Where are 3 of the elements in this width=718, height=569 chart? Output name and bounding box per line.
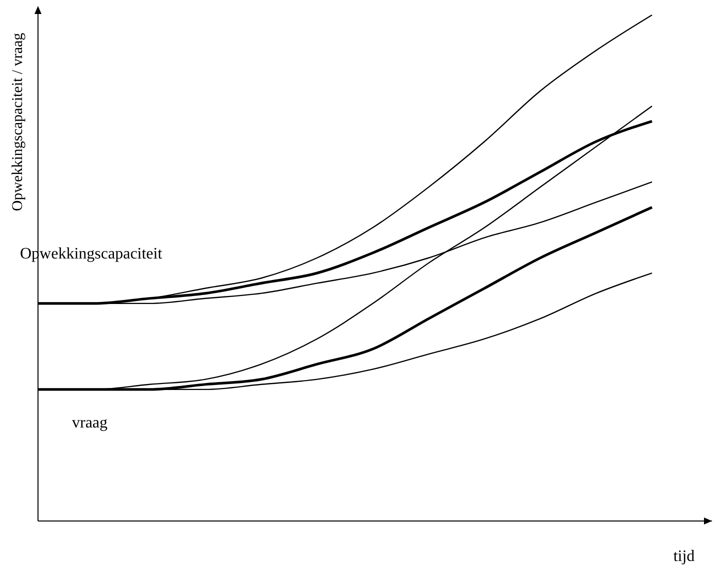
y-axis-title: Opwekkingscapaciteit / vraag (10, 32, 26, 212)
x-axis-title: tijd (673, 548, 695, 565)
series-label: vraag (72, 414, 108, 432)
